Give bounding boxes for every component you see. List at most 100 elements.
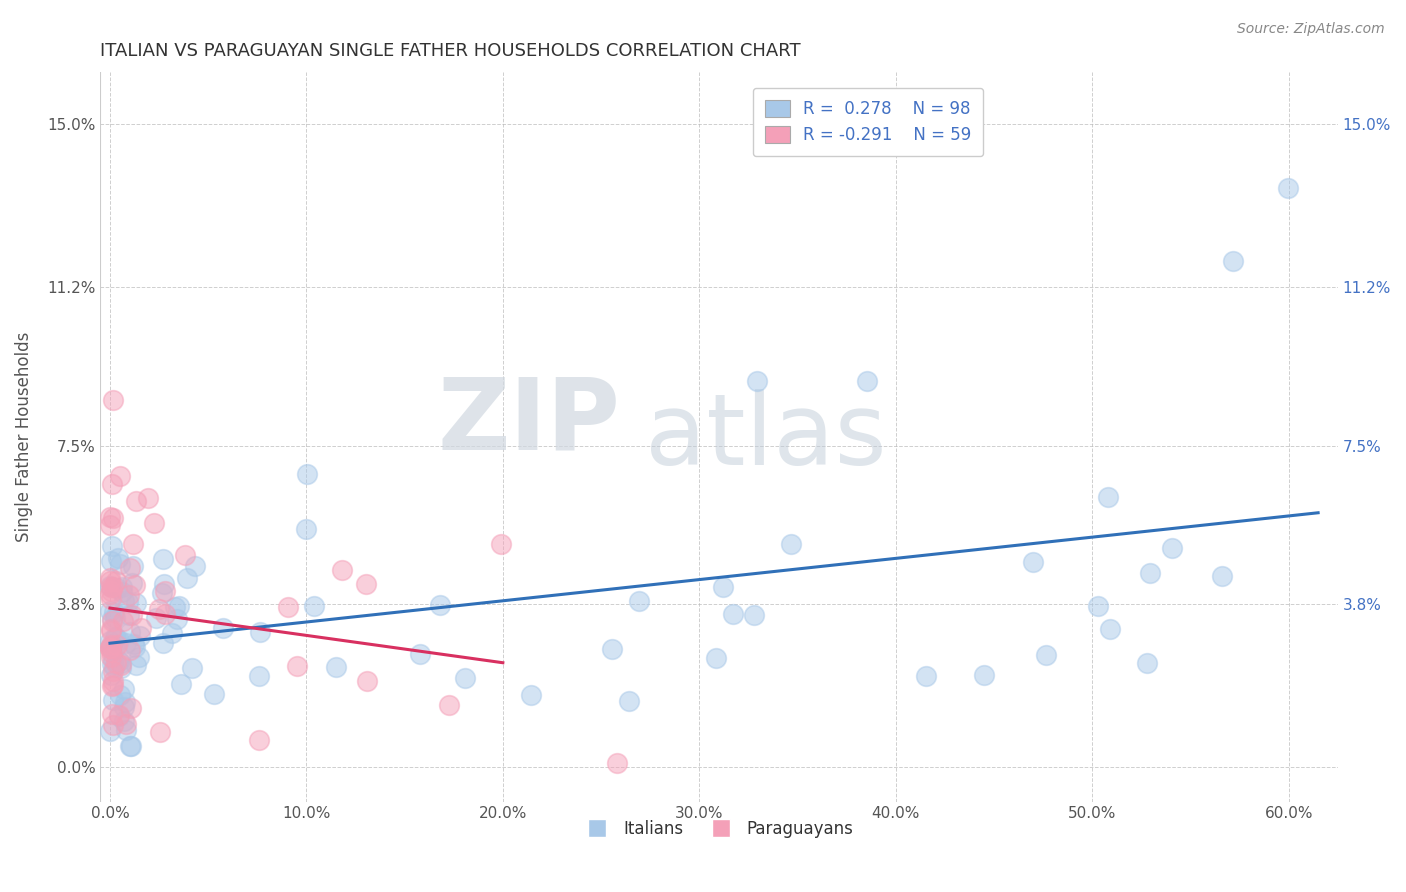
- Point: [149, 725, 172, 739]
- Point: [1222, 254, 1244, 268]
- Point: [437, 698, 460, 713]
- Point: [100, 571, 122, 585]
- Point: [1035, 648, 1057, 663]
- Point: [105, 656, 128, 670]
- Point: [117, 595, 139, 609]
- Point: [1139, 566, 1161, 581]
- Point: [111, 615, 134, 629]
- Point: [489, 537, 512, 551]
- Point: [98, 510, 121, 524]
- Point: [247, 733, 270, 747]
- Point: [1211, 568, 1233, 582]
- Point: [118, 642, 141, 657]
- Point: [100, 592, 122, 607]
- Point: [121, 537, 143, 551]
- Point: [98, 641, 121, 656]
- Point: [115, 723, 138, 738]
- Point: [100, 645, 122, 659]
- Point: [108, 632, 131, 647]
- Point: [98, 640, 121, 655]
- Point: [202, 687, 225, 701]
- Point: [100, 624, 122, 638]
- Point: [100, 639, 122, 653]
- Point: [742, 608, 765, 623]
- Point: [108, 709, 131, 723]
- Point: [100, 583, 122, 598]
- Point: [101, 665, 124, 679]
- Point: [103, 392, 125, 407]
- Point: [104, 631, 127, 645]
- Point: [111, 580, 134, 594]
- Point: [166, 612, 188, 626]
- Point: [330, 563, 353, 577]
- Point: [152, 552, 174, 566]
- Point: [121, 607, 143, 622]
- Point: [103, 660, 125, 674]
- Point: [110, 656, 132, 670]
- Point: [112, 714, 135, 728]
- Point: [118, 608, 141, 623]
- Point: [108, 708, 131, 723]
- Text: atlas: atlas: [645, 389, 886, 485]
- Point: [120, 739, 142, 753]
- Point: [150, 586, 173, 600]
- Point: [108, 654, 131, 668]
- Point: [100, 554, 122, 568]
- Point: [1136, 656, 1159, 670]
- Point: [617, 694, 640, 708]
- Point: [170, 677, 193, 691]
- Point: [101, 476, 124, 491]
- Point: [115, 636, 138, 650]
- Point: [721, 607, 744, 622]
- Point: [101, 511, 124, 525]
- Point: [105, 638, 128, 652]
- Point: [107, 550, 129, 565]
- Point: [100, 641, 122, 656]
- Y-axis label: Single Father Households: Single Father Households: [15, 332, 32, 542]
- Point: [105, 582, 128, 596]
- Point: [104, 574, 127, 588]
- Point: [98, 633, 121, 648]
- Point: [1097, 490, 1119, 504]
- Point: [103, 652, 125, 666]
- Point: [120, 739, 142, 753]
- Point: [294, 522, 316, 536]
- Point: [174, 549, 197, 563]
- Point: [110, 658, 132, 673]
- Point: [356, 673, 378, 688]
- Point: [454, 671, 477, 685]
- Point: [98, 587, 121, 601]
- Point: [112, 681, 135, 696]
- Point: [125, 658, 148, 673]
- Point: [118, 588, 141, 602]
- Point: [145, 610, 167, 624]
- Point: [100, 639, 122, 653]
- Point: [176, 571, 198, 585]
- Point: [104, 611, 127, 625]
- Point: [101, 718, 124, 732]
- Point: [169, 599, 191, 614]
- Point: [302, 599, 325, 614]
- Point: [181, 660, 204, 674]
- Point: [606, 756, 628, 770]
- Point: [122, 559, 145, 574]
- Point: [103, 693, 125, 707]
- Point: [98, 574, 121, 588]
- Point: [409, 647, 432, 661]
- Point: [120, 625, 142, 640]
- Point: [249, 625, 271, 640]
- Point: [110, 469, 132, 483]
- Point: [148, 602, 170, 616]
- Point: [120, 700, 142, 714]
- Point: [136, 491, 159, 505]
- Point: [110, 661, 132, 675]
- Point: [101, 680, 124, 694]
- Point: [247, 669, 270, 683]
- Point: [121, 575, 143, 590]
- Legend: Italians, Paraguayans: Italians, Paraguayans: [578, 813, 860, 845]
- Point: [131, 621, 153, 635]
- Point: [120, 560, 142, 574]
- Point: [153, 576, 176, 591]
- Point: [747, 374, 769, 388]
- Point: [129, 628, 152, 642]
